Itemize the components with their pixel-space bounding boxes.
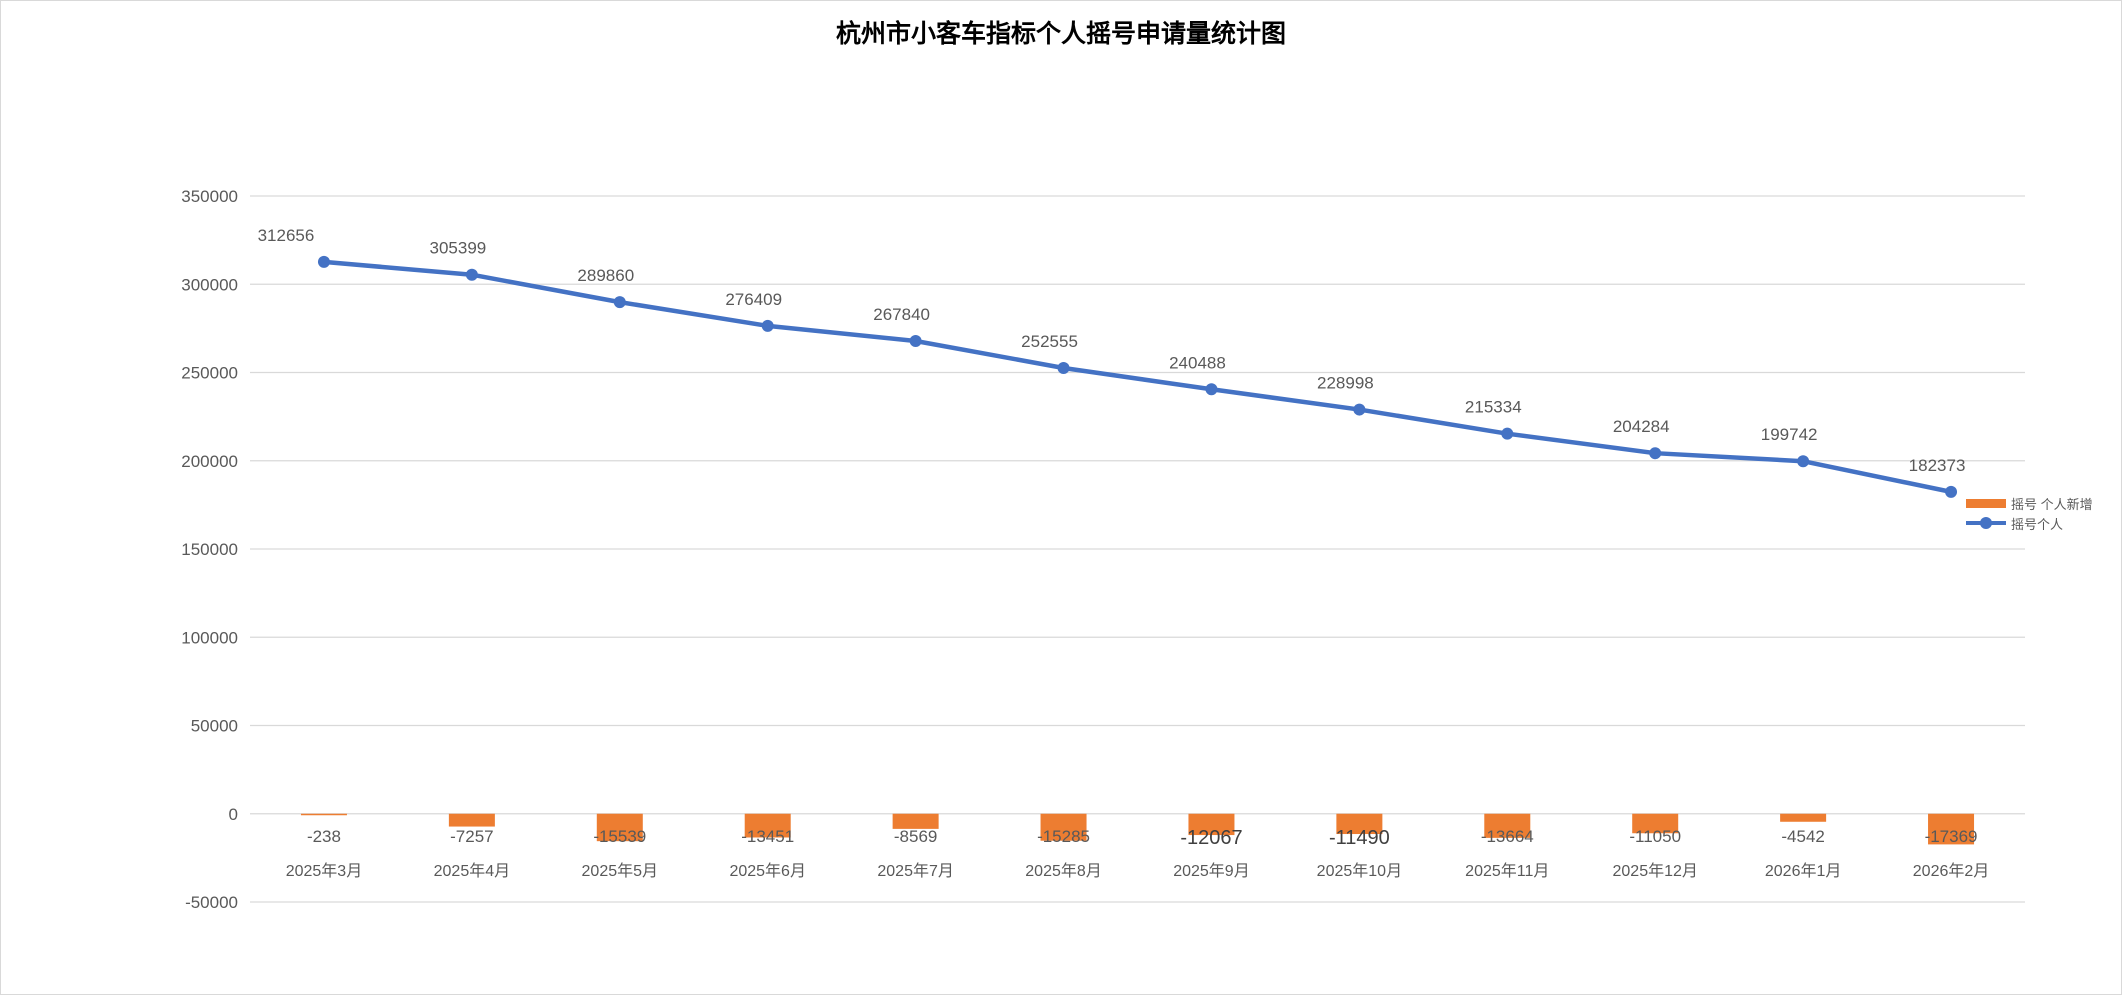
bar-data-label: -12067: [1180, 827, 1242, 849]
bar: [744, 813, 791, 838]
line-data-label: 312656: [258, 226, 315, 245]
line-point: [1945, 485, 1958, 498]
x-tick-label: 2025年9月: [1173, 862, 1250, 880]
legend: 摇号 个人新增 摇号个人: [1966, 493, 2093, 533]
line-data-label: 267840: [873, 305, 930, 324]
bar: [1484, 813, 1531, 838]
x-tick-label: 2025年10月: [1317, 862, 1402, 880]
line-point: [465, 268, 478, 281]
x-tick-label: 2026年1月: [1765, 862, 1842, 880]
y-tick-label: 50000: [191, 717, 238, 736]
x-tick-label: 2025年12月: [1613, 862, 1698, 880]
line-data-label: 182373: [1909, 456, 1966, 475]
bar-data-label: -8569: [894, 827, 937, 846]
x-tick-label: 2025年3月: [286, 862, 363, 880]
line-data-label: 276409: [725, 290, 782, 309]
bar-data-label: -13451: [741, 827, 794, 846]
bar: [448, 813, 495, 827]
line-point: [1057, 361, 1070, 374]
bar-data-label: -11050: [1629, 827, 1681, 846]
y-tick-label: 300000: [181, 275, 238, 294]
line-data-label: 215334: [1465, 398, 1522, 417]
x-tick-label: 2025年6月: [729, 862, 806, 880]
bar: [1928, 813, 1975, 845]
x-tick-label: 2025年4月: [434, 862, 511, 880]
line-point: [613, 296, 626, 309]
bar-data-label: -7257: [450, 827, 493, 846]
line-data-label: 228998: [1317, 374, 1374, 393]
legend-line-swatch: [1966, 513, 2006, 533]
y-tick-label: -50000: [185, 893, 238, 912]
y-tick-label: 200000: [181, 452, 238, 471]
y-tick-label: 150000: [181, 540, 238, 559]
line-point: [1797, 455, 1810, 468]
x-tick-label: 2025年5月: [582, 862, 659, 880]
bar-data-label: -15285: [1037, 827, 1090, 846]
bar-data-label: -11490: [1329, 827, 1390, 849]
line-point: [761, 319, 774, 332]
y-tick-label: 0: [229, 805, 238, 824]
legend-label-line: 摇号个人: [2011, 516, 2064, 532]
y-tick-label: 350000: [181, 187, 238, 206]
legend-item-bars: 摇号 个人新增: [1966, 493, 2093, 513]
x-tick-label: 2025年11月: [1465, 862, 1549, 880]
x-tick-label: 2025年8月: [1025, 862, 1102, 880]
y-tick-label: 100000: [181, 628, 238, 647]
line-data-label: 199742: [1761, 425, 1818, 444]
line-data-label: 289860: [577, 266, 634, 285]
line-data-label: 240488: [1169, 353, 1226, 372]
bar: [1336, 813, 1383, 835]
bar: [892, 813, 939, 829]
bar-data-label: -4542: [1781, 827, 1824, 846]
line-series-path: [323, 259, 1952, 495]
line-point: [909, 335, 922, 348]
line-data-label: 252555: [1021, 332, 1078, 351]
line-point: [1353, 403, 1366, 416]
bar: [1780, 813, 1827, 822]
y-tick-label: 250000: [181, 364, 238, 383]
bar: [1632, 813, 1679, 834]
line-data-label: 305399: [430, 239, 487, 258]
x-tick-label: 2025年7月: [877, 862, 954, 880]
legend-item-line: 摇号个人: [1966, 513, 2093, 533]
bar: [1040, 813, 1087, 841]
chart-title: 杭州市小客车指标个人摇号申请量统计图: [835, 19, 1286, 48]
bar-data-label: -17369: [1925, 827, 1978, 846]
line-point: [1649, 447, 1662, 460]
bar-data-label: -13664: [1481, 827, 1534, 846]
legend-bar-swatch: [1966, 498, 2006, 508]
line-point: [317, 255, 330, 268]
bar-data-label: -238: [307, 827, 341, 846]
bar: [1188, 813, 1235, 836]
bar: [596, 813, 643, 842]
bar: [300, 813, 347, 816]
line-point: [1205, 383, 1218, 396]
line-data-label: 204284: [1613, 417, 1670, 436]
x-tick-label: 2026年2月: [1913, 862, 1990, 880]
bar-data-label: -15539: [593, 827, 646, 846]
legend-label-bars: 摇号 个人新增: [2011, 496, 2093, 512]
line-point: [1501, 427, 1514, 440]
